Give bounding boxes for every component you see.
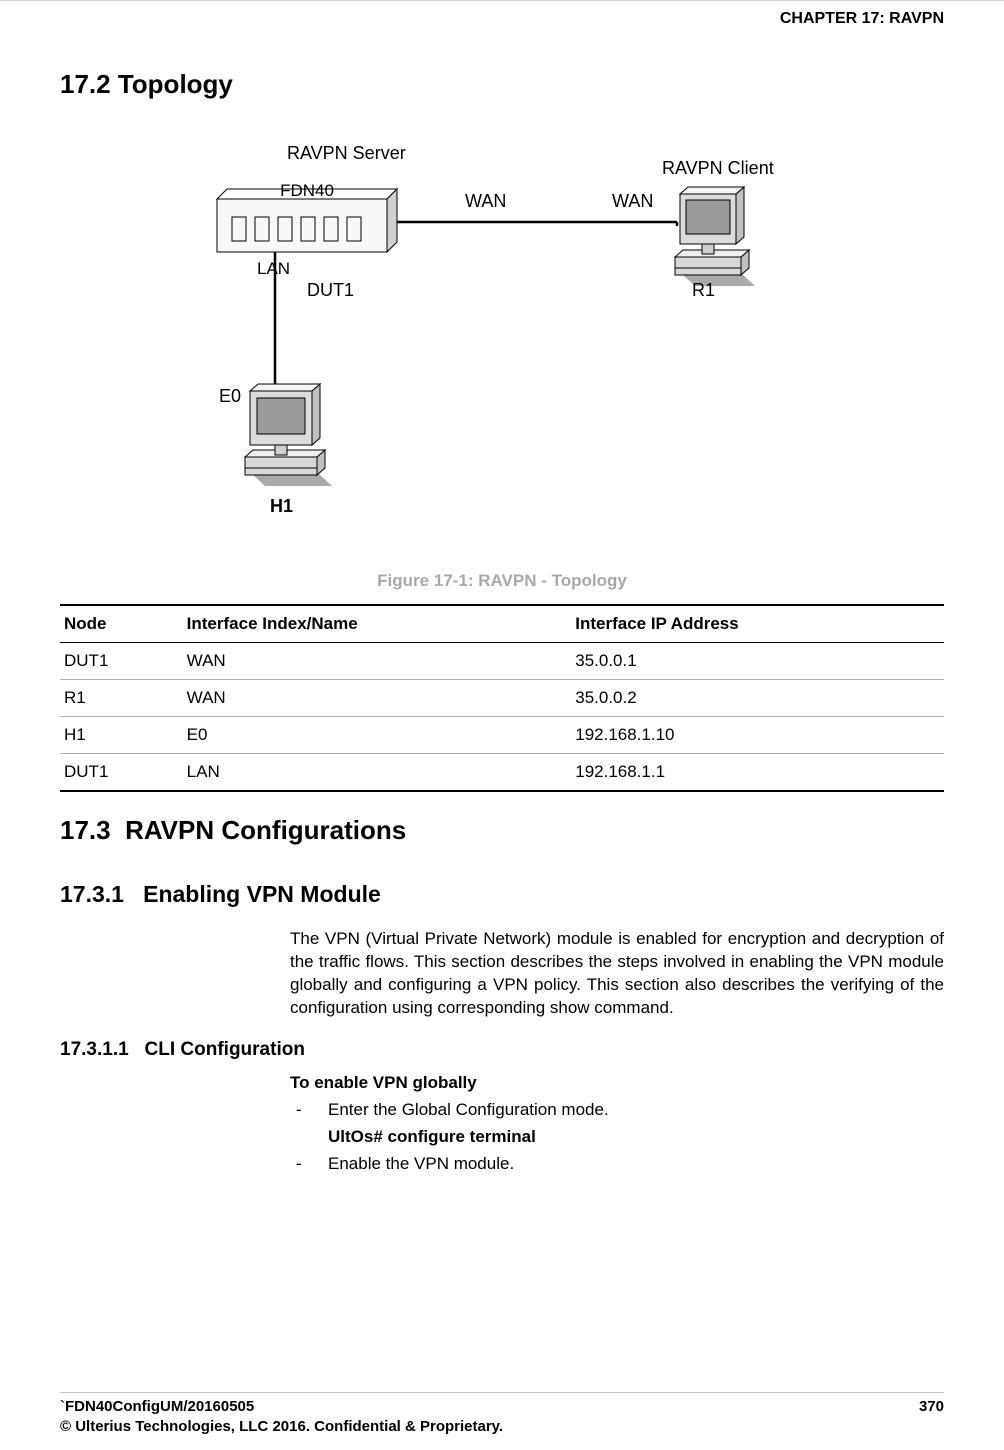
subsection-number: 17.3.1 — [60, 881, 124, 907]
enable-paragraph: The VPN (Virtual Private Network) module… — [290, 928, 944, 1020]
table-row: DUT1WAN35.0.0.1 — [60, 642, 944, 679]
section-title: RAVPN Configurations — [125, 815, 406, 845]
r1-computer — [675, 187, 755, 286]
cli-step: Enter the Global Configuration mode. — [290, 1099, 944, 1122]
cli-command: UltOs# configure terminal — [290, 1126, 944, 1149]
subsection-enable-heading: 17.3.1 Enabling VPN Module — [60, 880, 944, 910]
table-row: H1E0192.168.1.10 — [60, 717, 944, 754]
cli-config-heading: 17.3.1.1 CLI Configuration — [60, 1038, 944, 1063]
cli-step: Enable the VPN module. — [290, 1153, 944, 1176]
h1-label: H1 — [270, 496, 293, 516]
figure-caption: Figure 17-1: RAVPN - Topology — [60, 570, 944, 592]
lan-label: LAN — [257, 259, 290, 278]
server-label: RAVPN Server — [287, 143, 406, 163]
section-config-heading: 17.3 RAVPN Configurations — [60, 814, 944, 848]
section-title: Topology — [118, 69, 233, 99]
table-row: R1WAN35.0.0.2 — [60, 679, 944, 716]
page-footer: `FDN40ConfigUM/20160505 © Ulterius Techn… — [60, 1392, 944, 1436]
wan-right-label: WAN — [612, 191, 653, 211]
topology-diagram: RAVPN Server RAVPN Client FDN40 LA — [177, 134, 827, 540]
dut-label: DUT1 — [307, 280, 354, 300]
subsection-title: Enabling VPN Module — [143, 881, 381, 907]
cli-heading: To enable VPN globally — [290, 1072, 944, 1095]
section-number: 17.2 — [60, 69, 111, 99]
footer-page-number: 370 — [919, 1397, 944, 1436]
col-ip: Interface IP Address — [571, 605, 944, 643]
table-row: DUT1LAN192.168.1.1 — [60, 754, 944, 792]
col-index: Interface Index/Name — [183, 605, 572, 643]
cli-number: 17.3.1.1 — [60, 1039, 129, 1060]
e0-label: E0 — [219, 386, 241, 406]
section-topology-heading: 17.2 Topology — [60, 68, 944, 102]
client-label: RAVPN Client — [662, 158, 774, 178]
table-header-row: Node Interface Index/Name Interface IP A… — [60, 605, 944, 643]
cli-title: CLI Configuration — [145, 1039, 305, 1060]
device-label: FDN40 — [280, 181, 334, 200]
r1-label: R1 — [692, 280, 715, 300]
h1-computer — [245, 384, 332, 486]
interface-table: Node Interface Index/Name Interface IP A… — [60, 604, 944, 792]
col-node: Node — [60, 605, 183, 643]
fdn40-device: FDN40 — [217, 181, 397, 252]
chapter-header: CHAPTER 17: RAVPN — [60, 1, 944, 48]
wan-left-label: WAN — [465, 191, 506, 211]
footer-copyright: © Ulterius Technologies, LLC 2016. Confi… — [60, 1417, 503, 1437]
footer-doc-id: `FDN40ConfigUM/20160505 — [60, 1397, 503, 1417]
section-number: 17.3 — [60, 815, 111, 845]
